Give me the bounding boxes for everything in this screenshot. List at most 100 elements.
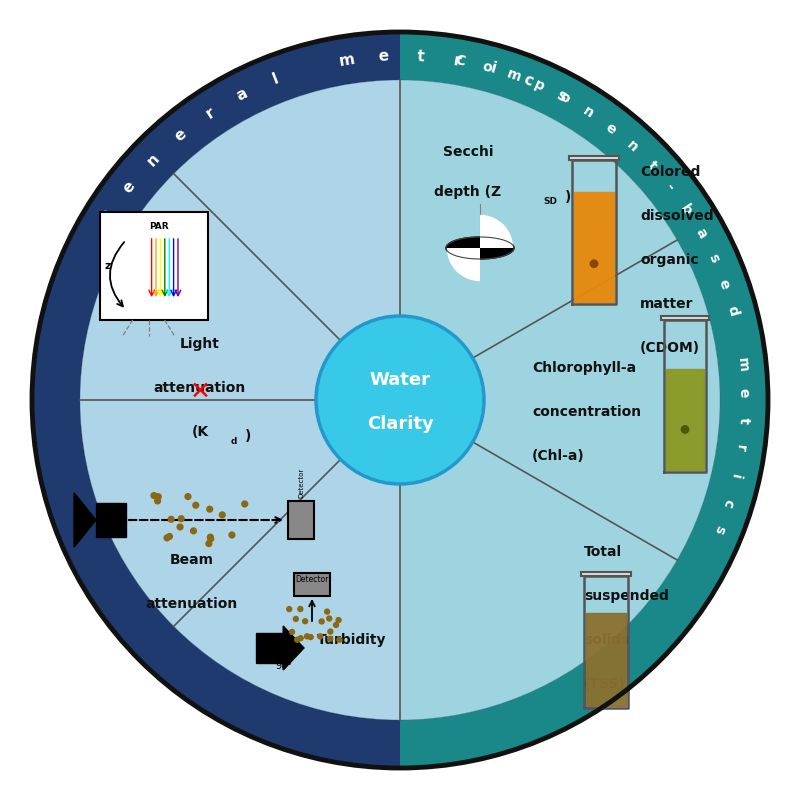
Polygon shape [74,493,96,547]
Circle shape [241,500,248,507]
Text: o: o [481,59,494,75]
Polygon shape [283,626,304,670]
Text: b: b [678,202,695,218]
Text: m: m [734,358,750,373]
Text: ): ) [245,429,251,443]
Text: d: d [231,438,237,446]
Text: 90°: 90° [275,661,293,671]
Circle shape [192,502,199,509]
Bar [662,316,709,320]
Circle shape [302,618,308,625]
Circle shape [207,535,214,542]
Text: (CDOM): (CDOM) [640,341,700,355]
Text: m: m [505,66,522,84]
Text: d: d [724,304,740,317]
Text: Clarity: Clarity [366,415,434,433]
Text: r: r [733,444,748,453]
Circle shape [184,493,191,500]
Text: ): ) [565,190,571,204]
Circle shape [335,617,342,623]
Text: ✕: ✕ [190,380,210,404]
Text: Total: Total [584,545,622,559]
Text: n: n [580,103,596,121]
Text: (TSS): (TSS) [584,677,626,691]
Text: G: G [98,209,118,227]
Text: n: n [145,150,163,169]
Text: i: i [728,472,743,479]
Wedge shape [480,214,514,248]
Polygon shape [586,613,626,706]
Text: Secchi: Secchi [442,145,494,159]
Text: SD: SD [543,198,557,206]
Text: i: i [489,61,498,77]
Text: a: a [693,226,710,241]
Polygon shape [574,192,614,302]
Text: Beam: Beam [170,553,214,567]
Bar [96,503,126,537]
Circle shape [327,628,334,634]
Text: l: l [271,71,281,87]
Text: t: t [736,417,750,425]
Ellipse shape [446,237,514,259]
Text: Chlorophyll-a: Chlorophyll-a [532,361,636,375]
Text: dissolved: dissolved [640,209,714,223]
Circle shape [206,540,213,547]
Text: Turbidity: Turbidity [318,633,386,647]
Circle shape [307,634,314,640]
Text: o: o [557,90,572,106]
Text: suspended: suspended [584,589,669,603]
Circle shape [304,633,310,639]
Text: (Chl-a): (Chl-a) [532,449,585,463]
Circle shape [154,493,162,500]
Text: PAR: PAR [150,222,170,231]
Text: a: a [234,86,250,103]
Wedge shape [446,248,480,282]
Text: organic: organic [640,253,698,267]
Text: s: s [554,87,569,105]
Text: e: e [378,49,390,64]
Text: attenuation: attenuation [146,597,238,611]
Bar [288,501,314,539]
Circle shape [293,616,299,622]
Circle shape [327,636,334,642]
Wedge shape [32,32,400,768]
Text: Colored: Colored [640,165,700,179]
Circle shape [318,618,325,625]
Text: r: r [452,53,462,69]
Text: s: s [711,522,727,535]
Polygon shape [666,369,704,470]
Text: C: C [454,54,466,69]
Text: attenuation: attenuation [154,381,246,395]
Bar [256,633,283,663]
Circle shape [177,523,184,530]
Wedge shape [400,80,720,720]
Circle shape [681,425,690,434]
Text: e: e [603,120,619,137]
Circle shape [206,534,214,541]
Bar [294,573,330,596]
Text: concentration: concentration [532,405,641,419]
Circle shape [150,492,158,499]
Circle shape [294,637,300,643]
Text: e: e [172,126,190,144]
Text: m: m [338,51,356,69]
Circle shape [163,534,170,542]
Text: Light: Light [180,337,220,351]
Text: e: e [120,179,138,196]
Text: c: c [521,72,535,90]
Circle shape [326,615,333,622]
Text: z: z [105,261,111,271]
Text: Detector: Detector [298,468,304,498]
Circle shape [289,629,295,635]
Circle shape [317,633,323,639]
Bar [100,212,208,320]
Wedge shape [80,80,400,720]
Text: -: - [662,180,678,194]
Circle shape [228,531,235,538]
Text: e: e [716,277,732,290]
Circle shape [178,515,185,522]
Bar [581,573,631,576]
Text: Detector: Detector [295,575,329,585]
Circle shape [590,259,598,268]
Text: t: t [645,158,659,173]
